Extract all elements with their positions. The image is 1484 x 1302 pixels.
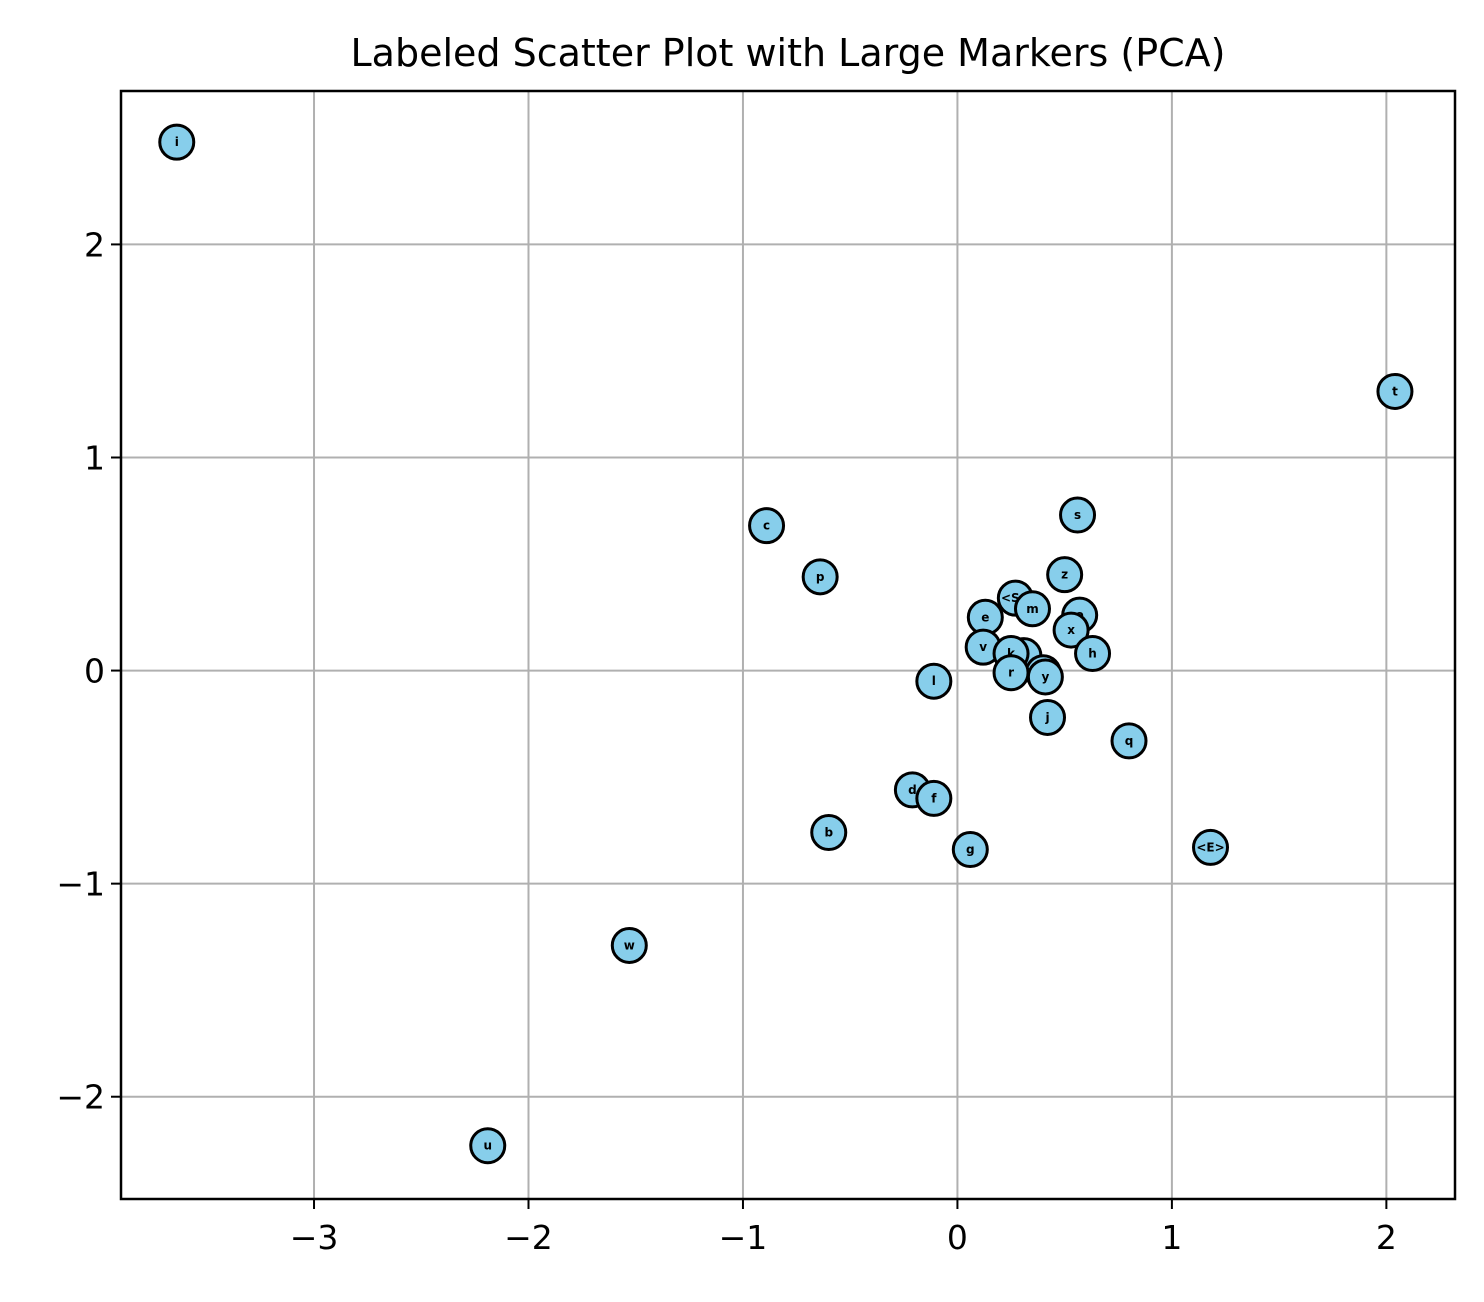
point-label: t <box>1392 384 1398 398</box>
point-label: e <box>981 610 989 624</box>
point-label: y <box>1041 670 1049 684</box>
point-marker <box>158 123 196 161</box>
data-point: b <box>810 814 848 852</box>
point-label: l <box>932 674 936 688</box>
point-label: m <box>1026 602 1039 616</box>
point-marker <box>1029 698 1067 736</box>
point-label: k <box>1007 647 1016 661</box>
chart-title: Labeled Scatter Plot with Large Markers … <box>351 31 1226 75</box>
x-tick-label: −3 <box>290 1218 339 1257</box>
point-marker <box>1013 590 1051 628</box>
x-tick-label: 0 <box>947 1218 968 1257</box>
point-label: <E> <box>1196 840 1224 854</box>
point-label: v <box>979 640 987 654</box>
point-label: u <box>483 1139 492 1153</box>
point-marker <box>1026 658 1064 696</box>
point-label: r <box>1008 666 1014 680</box>
point-marker <box>1192 828 1230 866</box>
point-marker <box>610 926 648 964</box>
y-tick-label: −2 <box>56 1078 105 1117</box>
data-point: c <box>748 507 786 545</box>
point-label: s <box>1074 508 1081 522</box>
point-label: q <box>1125 734 1134 748</box>
grid-layer <box>121 91 1455 1199</box>
y-tick-label: −1 <box>56 865 105 904</box>
data-point: t <box>1376 372 1414 410</box>
data-point: j <box>1029 698 1067 736</box>
data-point: <E> <box>1192 828 1230 866</box>
point-label: c <box>763 519 770 533</box>
data-point: r <box>992 654 1030 692</box>
x-tick-label: 1 <box>1161 1218 1182 1257</box>
data-point: i <box>158 123 196 161</box>
ticks-layer: −3 −2 −1 0 1 2 −2 −1 0 1 2 <box>56 225 1397 1257</box>
point-marker <box>469 1127 507 1165</box>
point-label: w <box>624 938 635 952</box>
data-point: y <box>1026 658 1064 696</box>
data-point: u <box>469 1127 507 1165</box>
point-label: i <box>175 135 179 149</box>
data-point: f <box>915 779 953 817</box>
point-label: d <box>908 783 917 797</box>
point-marker <box>1046 556 1084 594</box>
data-point: m <box>1013 590 1051 628</box>
plot-frame <box>119 89 1457 1201</box>
data-point: v <box>964 628 1002 666</box>
point-label: p <box>816 570 825 584</box>
x-tick-label: −1 <box>719 1218 768 1257</box>
point-marker <box>748 507 786 545</box>
data-point: l <box>915 662 953 700</box>
y-tick-label: 0 <box>84 652 105 691</box>
y-tick-label: 1 <box>84 438 105 477</box>
point-marker <box>1052 611 1090 649</box>
point-marker <box>810 814 848 852</box>
point-label: f <box>931 791 937 805</box>
point-marker <box>951 831 989 869</box>
x-tick-label: 2 <box>1376 1218 1397 1257</box>
point-label: z <box>1061 568 1068 582</box>
point-label: j <box>1044 710 1049 724</box>
x-tick-label: −2 <box>504 1218 553 1257</box>
point-marker <box>1074 635 1112 673</box>
point-label: h <box>1088 647 1097 661</box>
point-marker <box>1059 496 1097 534</box>
data-point: q <box>1110 722 1148 760</box>
point-marker <box>915 662 953 700</box>
data-point: p <box>801 558 839 596</box>
y-tick-label: 2 <box>84 225 105 264</box>
point-marker <box>915 779 953 817</box>
point-marker <box>801 558 839 596</box>
point-label: g <box>966 843 975 857</box>
point-marker <box>1110 722 1148 760</box>
data-point: g <box>951 831 989 869</box>
point-label: b <box>824 826 833 840</box>
data-point: h <box>1074 635 1112 673</box>
data-point: z <box>1046 556 1084 594</box>
data-point: w <box>610 926 648 964</box>
point-marker <box>1376 372 1414 410</box>
data-point: s <box>1059 496 1097 534</box>
point-label: x <box>1067 623 1075 637</box>
data-point: x <box>1052 611 1090 649</box>
